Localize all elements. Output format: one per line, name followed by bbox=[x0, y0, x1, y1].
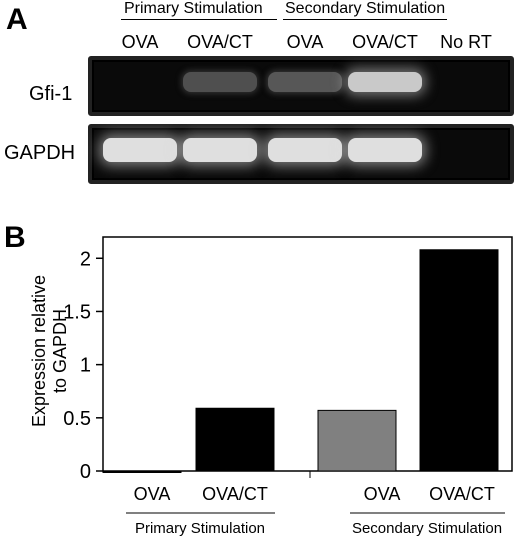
panel-b-letter: B bbox=[4, 221, 26, 254]
gel-band bbox=[268, 138, 342, 162]
y-tick-label: 2 bbox=[80, 248, 91, 270]
x-tick-label: OVA/CT bbox=[429, 484, 495, 504]
gel-band bbox=[103, 138, 177, 162]
gel-band bbox=[348, 72, 422, 92]
lane-label-2: OVA/CT bbox=[187, 32, 253, 52]
gel-strip-gfi1 bbox=[88, 56, 514, 116]
panel-a-group-label-secondary: Secondary Stimulation bbox=[285, 0, 446, 17]
x-tick-label: OVA bbox=[364, 484, 401, 504]
gel-band bbox=[183, 72, 257, 92]
lane-label-4: OVA/CT bbox=[352, 32, 418, 52]
y-tick-label: 1 bbox=[80, 355, 91, 377]
lane-label-1: OVA bbox=[121, 32, 159, 52]
y-axis-label-line-2: to GAPDH bbox=[50, 309, 70, 393]
gel-band bbox=[268, 72, 342, 92]
bar bbox=[102, 470, 182, 473]
x-tick-label: OVA bbox=[134, 484, 171, 504]
gel-strip-gapdh bbox=[88, 124, 514, 184]
panel-a-group-underline-primary bbox=[121, 19, 277, 20]
lane-label-3: OVA bbox=[286, 32, 324, 52]
bar bbox=[195, 407, 275, 472]
panel-a-group-underline-secondary bbox=[283, 19, 447, 20]
panel-a-letter: A bbox=[6, 3, 28, 36]
gel-band bbox=[183, 138, 257, 162]
bars bbox=[102, 249, 499, 473]
y-axis-label: Expression relative to GAPDH bbox=[29, 275, 70, 427]
gel-row-label-gfi1: Gfi-1 bbox=[29, 83, 73, 105]
x-group-label-secondary: Secondary Stimulation bbox=[352, 520, 502, 537]
panel-a-group-label-primary: Primary Stimulation bbox=[124, 0, 263, 17]
x-group-label-primary: Primary Stimulation bbox=[135, 520, 265, 537]
x-axis-labels: OVA OVA/CT OVA OVA/CT bbox=[134, 484, 495, 504]
bar bbox=[317, 409, 397, 472]
y-axis-label-line-1: Expression relative bbox=[29, 275, 49, 427]
y-tick-label: 1.5 bbox=[63, 301, 91, 323]
gel-row-label-gapdh: GAPDH bbox=[4, 142, 76, 164]
y-axis-ticks: 0 0.5 1 1.5 2 bbox=[63, 248, 103, 483]
gel-band bbox=[348, 138, 422, 162]
y-tick-label: 0 bbox=[80, 461, 91, 483]
lane-label-5: No RT bbox=[440, 32, 492, 52]
x-tick-label: OVA/CT bbox=[202, 484, 268, 504]
plot-frame bbox=[102, 236, 513, 472]
y-tick-label: 0.5 bbox=[63, 408, 91, 430]
bar bbox=[419, 249, 499, 472]
